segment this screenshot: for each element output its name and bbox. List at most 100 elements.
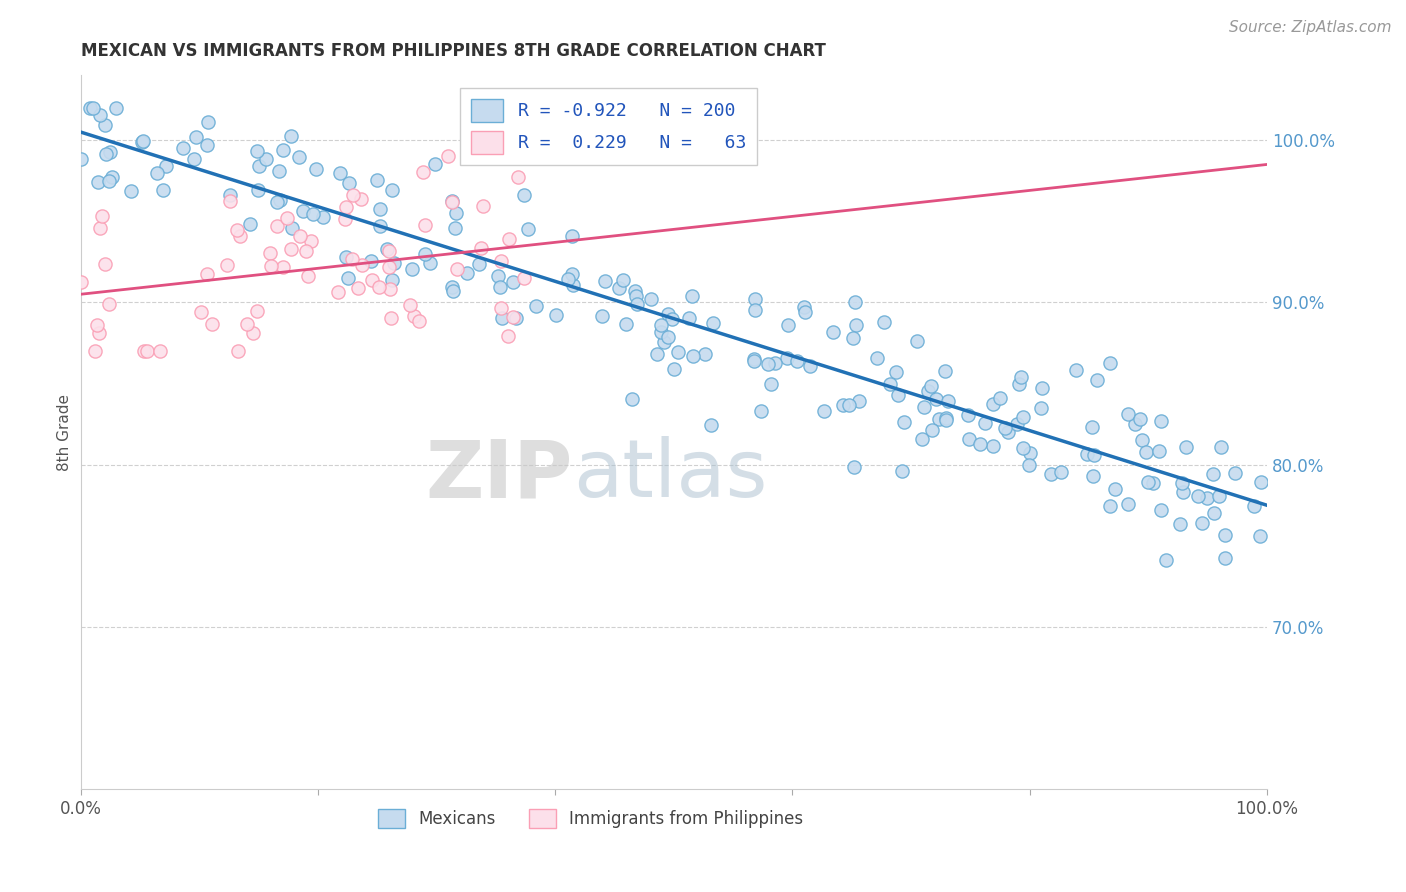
Point	[155, 159, 177, 173]
Point	[329, 166, 352, 180]
Point	[994, 421, 1017, 435]
Point	[1202, 467, 1225, 481]
Point	[152, 183, 174, 197]
Point	[413, 218, 436, 232]
Point	[920, 379, 942, 393]
Point	[1204, 506, 1226, 520]
Point	[413, 247, 436, 261]
Point	[436, 149, 458, 163]
Point	[1173, 485, 1195, 500]
Point	[700, 417, 723, 432]
Point	[149, 344, 172, 359]
Point	[813, 404, 835, 418]
Point	[620, 392, 643, 406]
Point	[183, 152, 205, 166]
Point	[229, 229, 252, 244]
Point	[366, 173, 388, 187]
Point	[607, 281, 630, 295]
Point	[104, 101, 127, 115]
Point	[650, 326, 672, 340]
Point	[101, 169, 124, 184]
Point	[246, 304, 269, 318]
Point	[131, 135, 153, 149]
Point	[496, 329, 519, 343]
Point	[911, 432, 934, 446]
Point	[378, 244, 401, 259]
Text: atlas: atlas	[572, 436, 768, 514]
Point	[1249, 529, 1271, 543]
Point	[831, 398, 853, 412]
Point	[94, 257, 117, 271]
Point	[1137, 475, 1160, 490]
Point	[444, 206, 467, 220]
Point	[935, 413, 957, 427]
Point	[83, 343, 105, 358]
Point	[786, 354, 808, 368]
Point	[491, 311, 513, 326]
Point	[236, 317, 259, 331]
Point	[1223, 466, 1246, 480]
Point	[997, 425, 1019, 440]
Text: MEXICAN VS IMMIGRANTS FROM PHILIPPINES 8TH GRADE CORRELATION CHART: MEXICAN VS IMMIGRANTS FROM PHILIPPINES 8…	[80, 42, 825, 60]
Point	[936, 394, 959, 409]
Point	[981, 396, 1004, 410]
Point	[446, 262, 468, 277]
Point	[969, 437, 991, 451]
Point	[266, 194, 288, 209]
Point	[1118, 497, 1140, 511]
Point	[1083, 448, 1105, 462]
Point	[443, 221, 465, 235]
Point	[498, 232, 520, 246]
Point	[1099, 356, 1122, 370]
Point	[562, 278, 585, 293]
Point	[821, 325, 844, 339]
Point	[97, 174, 120, 188]
Point	[172, 140, 194, 154]
Point	[1081, 420, 1104, 434]
Point	[645, 347, 668, 361]
Point	[652, 334, 675, 349]
Point	[1168, 516, 1191, 531]
Point	[893, 415, 915, 429]
Point	[624, 284, 647, 298]
Point	[626, 296, 648, 310]
Point	[1081, 469, 1104, 483]
Point	[879, 376, 901, 391]
Point	[1209, 440, 1232, 454]
Point	[136, 344, 159, 359]
Point	[1116, 407, 1139, 421]
Point	[957, 432, 980, 446]
Point	[844, 459, 866, 474]
Point	[844, 294, 866, 309]
Point	[973, 416, 995, 430]
Point	[350, 258, 373, 272]
Point	[776, 351, 799, 366]
Point	[1008, 376, 1031, 391]
Point	[759, 376, 782, 391]
Point	[401, 261, 423, 276]
Point	[349, 192, 371, 206]
Point	[693, 347, 716, 361]
Point	[184, 129, 207, 144]
Point	[624, 288, 647, 302]
Point	[650, 318, 672, 333]
Point	[368, 279, 391, 293]
Point	[1005, 417, 1028, 432]
Legend: Mexicans, Immigrants from Philippines: Mexicans, Immigrants from Philippines	[371, 802, 810, 834]
Point	[988, 392, 1011, 406]
Point	[246, 183, 269, 197]
Point	[921, 423, 943, 437]
Point	[1076, 446, 1098, 460]
Point	[86, 318, 108, 332]
Point	[335, 200, 357, 214]
Point	[1123, 417, 1146, 431]
Point	[661, 312, 683, 326]
Point	[90, 209, 112, 223]
Point	[505, 310, 527, 325]
Text: Source: ZipAtlas.com: Source: ZipAtlas.com	[1229, 20, 1392, 35]
Point	[489, 301, 512, 315]
Point	[226, 223, 249, 237]
Point	[89, 220, 111, 235]
Point	[591, 310, 613, 324]
Point	[195, 138, 218, 153]
